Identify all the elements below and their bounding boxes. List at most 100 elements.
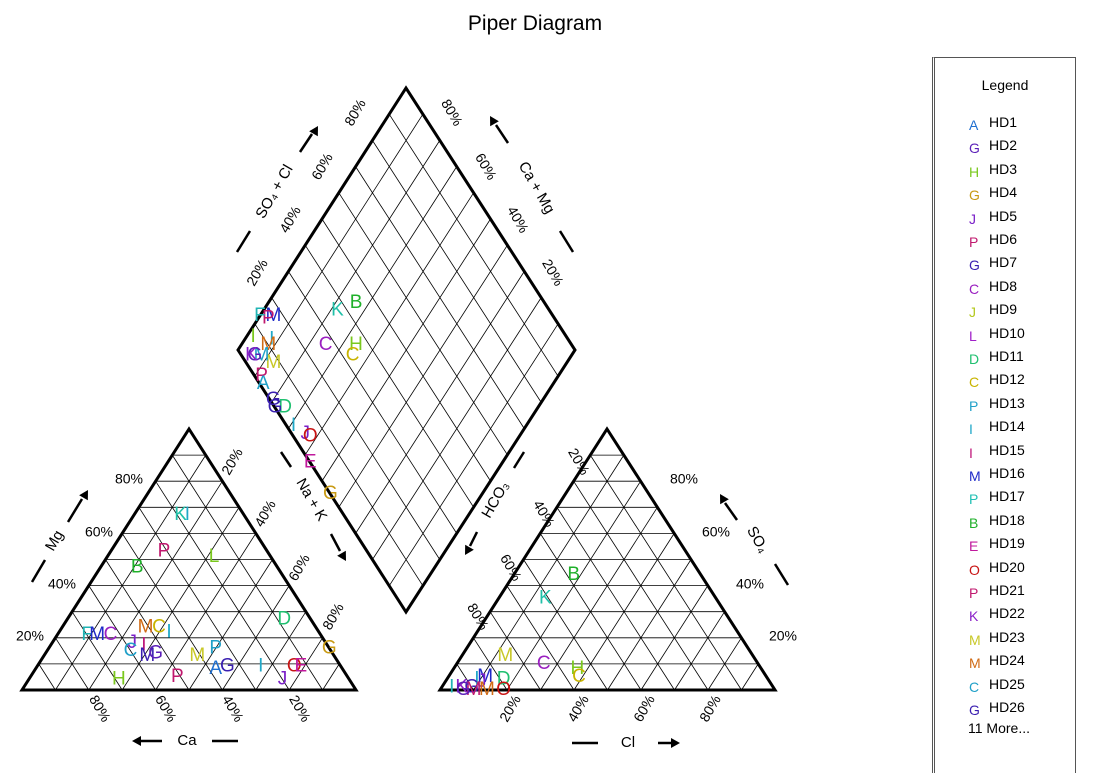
legend-label: HD17: [989, 488, 1025, 505]
cl-arrowhead: [671, 738, 680, 748]
tick-label: 80%: [86, 692, 114, 724]
legend-label: HD19: [989, 535, 1025, 552]
legend-item: A HD1: [969, 114, 1017, 136]
legend-symbol: G: [969, 257, 980, 274]
legend-item: C HD8: [969, 278, 1017, 300]
diamond-grid: [338, 244, 508, 508]
cation-triangle-grid: [171, 454, 323, 691]
nak-axis-line: [279, 451, 293, 468]
cation-triangle-grid: [322, 663, 340, 691]
diamond-point: C: [319, 334, 333, 355]
legend-label: HD5: [989, 207, 1018, 224]
anion-point: K: [455, 676, 468, 697]
diamond-grid: [372, 140, 542, 403]
cation-point: M: [139, 645, 155, 666]
cation-triangle-grid: [71, 611, 123, 691]
legend-symbol: M: [969, 468, 981, 484]
anion-point: C: [572, 666, 586, 687]
mg-arrow: [66, 498, 84, 523]
diamond-point: J: [300, 423, 310, 444]
tick-label: 60%: [285, 551, 313, 583]
legend-symbol: P: [969, 491, 979, 508]
legend-symbol: C: [969, 678, 980, 695]
tick-label: 40%: [48, 576, 76, 592]
cation-triangle-grid: [155, 480, 290, 691]
anion-triangle-grid: [556, 507, 675, 691]
legend-symbol: G: [969, 140, 980, 157]
tick-label: 40%: [736, 576, 764, 592]
legend-label: HD10: [989, 324, 1025, 341]
cation-point: I: [141, 635, 146, 656]
cation-triangle-grid: [88, 480, 223, 691]
legend-item: G HD4: [969, 184, 1017, 206]
legend-item: D HD11: [969, 348, 1024, 370]
cation-point: I: [185, 504, 190, 525]
cation-point: C: [124, 640, 138, 661]
cation-point: K: [174, 504, 187, 525]
tick-label: 40%: [504, 203, 532, 235]
anion-point: D: [497, 669, 511, 690]
legend-label: HD23: [989, 628, 1025, 645]
diamond-point: M: [266, 305, 282, 326]
tick-label: 20%: [565, 445, 593, 477]
hco3-arrowhead: [465, 544, 474, 555]
tick-label: 60%: [308, 150, 336, 182]
anion-point: G: [456, 679, 471, 700]
legend-item: J HD9: [969, 301, 1017, 323]
tick-label: 40%: [219, 692, 247, 724]
tick-label: 20%: [243, 256, 271, 288]
cation-point: H: [112, 669, 126, 690]
legend-label: HD2: [989, 137, 1018, 154]
diamond-point: F: [254, 305, 266, 326]
cation-point: B: [131, 556, 144, 577]
cation-point: C: [104, 624, 118, 645]
so4-axis-line: [773, 563, 790, 586]
legend-item: B HD18: [969, 512, 1025, 534]
legend-item: P HD21: [969, 582, 1025, 604]
diamond-point: G: [323, 483, 338, 504]
cation-point: P: [209, 637, 222, 658]
legend-item: G HD2: [969, 137, 1017, 159]
legend-label: HD9: [989, 301, 1018, 318]
cation-triangle-grid: [138, 507, 257, 691]
cation-point: I: [166, 622, 171, 643]
anion-point: M: [479, 679, 495, 700]
legend-label: HD1: [989, 114, 1018, 130]
anion-point: C: [537, 653, 551, 674]
so4cl-arrowhead: [309, 126, 318, 137]
diamond-point: I: [269, 329, 274, 350]
cation-point: G: [322, 637, 337, 658]
anion-point: K: [539, 588, 552, 609]
anion-triangle-grid: [489, 611, 541, 691]
cation-point: P: [158, 541, 171, 562]
legend-symbol: C: [969, 374, 980, 391]
legend-item: H HD3: [969, 161, 1017, 183]
legend-symbol: O: [969, 561, 980, 578]
legend-symbol: A: [969, 117, 979, 133]
anion-point: B: [567, 564, 580, 585]
legend-symbol: B: [969, 514, 979, 531]
anion-point: I: [449, 676, 454, 697]
legend-symbol: L: [969, 327, 977, 344]
chart-title: Piper Diagram: [467, 12, 603, 35]
tick-label: 60%: [152, 692, 180, 724]
legend-label: HD20: [989, 558, 1025, 575]
cation-triangle-outline: [19, 426, 359, 692]
hco3-arrow: [468, 531, 479, 547]
tick-label: 60%: [472, 150, 500, 182]
anion-point: M: [466, 679, 482, 700]
legend-item: K HD22: [969, 605, 1025, 627]
tick-label: 20%: [539, 256, 567, 288]
anion-triangle-grid: [540, 507, 658, 691]
anion-triangle-grid: [741, 663, 759, 691]
diamond-point: M: [260, 334, 276, 355]
legend-more[interactable]: 11 More...: [968, 720, 1030, 737]
camg-arrow: [494, 124, 510, 144]
anion-triangle-outline: [437, 426, 778, 692]
tick-label: 80%: [341, 96, 369, 128]
tick-label: 80%: [115, 471, 143, 487]
cation-triangle-grid: [121, 507, 240, 691]
legend-symbol: C: [969, 280, 980, 297]
diamond-grid: [338, 192, 508, 456]
diamond-point: E: [304, 452, 317, 473]
